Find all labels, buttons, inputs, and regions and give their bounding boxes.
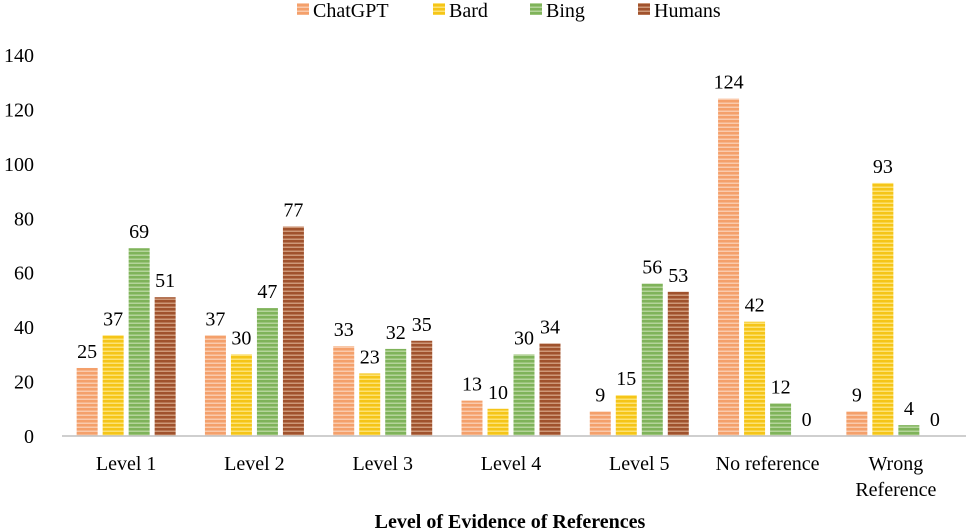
data-label: 56 (642, 257, 662, 279)
data-label: 69 (129, 221, 149, 243)
data-label: 30 (231, 327, 251, 349)
data-label: 93 (873, 156, 893, 178)
data-label: 9 (852, 385, 862, 407)
data-label: 0 (802, 409, 812, 431)
data-label: 10 (488, 382, 508, 404)
data-label: 32 (386, 322, 406, 344)
x-tick-label: Level 4 (481, 453, 542, 475)
data-label: 37 (205, 308, 225, 330)
y-tick-label: 100 (4, 154, 34, 176)
bar-bing (128, 248, 150, 436)
bar-bard (102, 335, 124, 436)
y-axis: 0 20 40 60 80 100 120 140 (4, 45, 34, 448)
bar-chatgpt (718, 98, 740, 437)
x-axis: Level 1 Level 2 Level 3 Level 4 Level 5 No re… (62, 435, 966, 501)
data-label: 124 (714, 72, 744, 94)
x-tick-label: Wrong Reference (855, 453, 936, 501)
y-tick-label: 40 (14, 317, 34, 339)
legend-label-humans: Humans (654, 0, 721, 22)
bar-bard (615, 395, 637, 436)
data-label: 53 (668, 265, 688, 287)
bar-chatgpt (333, 346, 355, 436)
data-label: 9 (595, 385, 605, 407)
data-label: 4 (904, 398, 914, 420)
data-label: 37 (103, 308, 123, 330)
bar-bing (256, 308, 278, 436)
data-label: 47 (257, 281, 277, 303)
bar-bard (872, 182, 894, 436)
data-label: 30 (514, 327, 534, 349)
data-label: 35 (412, 314, 432, 336)
x-tick-label: Level 1 (96, 453, 157, 475)
x-tick-label: Level 3 (352, 453, 413, 475)
bar-bing (385, 348, 407, 436)
data-label: 42 (745, 295, 765, 317)
data-label: 51 (155, 270, 175, 292)
y-tick-label: 0 (24, 426, 34, 448)
data-label: 12 (771, 376, 791, 398)
bar-bard (230, 354, 252, 436)
bar-bing (770, 403, 792, 436)
bar-humans (539, 343, 561, 436)
legend-swatch-humans (638, 3, 650, 15)
bar-humans (667, 291, 689, 436)
bar-chatgpt (846, 411, 868, 436)
x-tick-label: No reference (716, 453, 820, 475)
y-tick-label: 120 (4, 99, 34, 121)
bar-chatgpt (589, 411, 611, 436)
data-label: 34 (540, 316, 560, 338)
data-label: 0 (930, 409, 940, 431)
y-tick-label: 60 (14, 263, 34, 285)
y-tick-label: 20 (14, 372, 34, 394)
data-label: 13 (462, 374, 482, 396)
bar-chatgpt (204, 335, 226, 436)
legend-swatch-bard (433, 3, 445, 15)
bar-bard (744, 321, 766, 436)
x-axis-title: Level of Evidence of References (375, 511, 646, 532)
y-tick-label: 80 (14, 208, 34, 230)
bar-bing (513, 354, 535, 436)
legend-swatch-bing (530, 3, 542, 15)
legend: ChatGPT Bard Bing Humans (297, 0, 721, 22)
data-labels: 25 37 69 51 37 30 47 77 33 23 32 35 13 10 30 34 9 15 56 53 1… (77, 72, 940, 431)
bar-bing (641, 283, 663, 436)
data-label: 23 (360, 346, 380, 368)
y-tick-label: 140 (4, 45, 34, 67)
data-label: 33 (334, 319, 354, 341)
legend-swatch-chatgpt (297, 3, 309, 15)
legend-label-bing: Bing (546, 0, 585, 22)
data-label: 25 (77, 341, 97, 363)
bar-bing (898, 425, 920, 436)
x-tick-label: Level 5 (609, 453, 670, 475)
legend-label-chatgpt: ChatGPT (313, 0, 389, 22)
bar-humans (411, 340, 433, 436)
legend-label-bard: Bard (449, 0, 488, 22)
bar-bard (487, 408, 509, 436)
bars (76, 98, 920, 437)
bar-humans (282, 226, 304, 436)
bar-humans (154, 297, 176, 436)
bar-bard (359, 373, 381, 436)
bar-chatgpt (461, 400, 483, 436)
bar-chatgpt (76, 367, 98, 436)
data-label: 15 (616, 368, 636, 390)
data-label: 77 (283, 199, 303, 221)
x-tick-label: Level 2 (224, 453, 285, 475)
